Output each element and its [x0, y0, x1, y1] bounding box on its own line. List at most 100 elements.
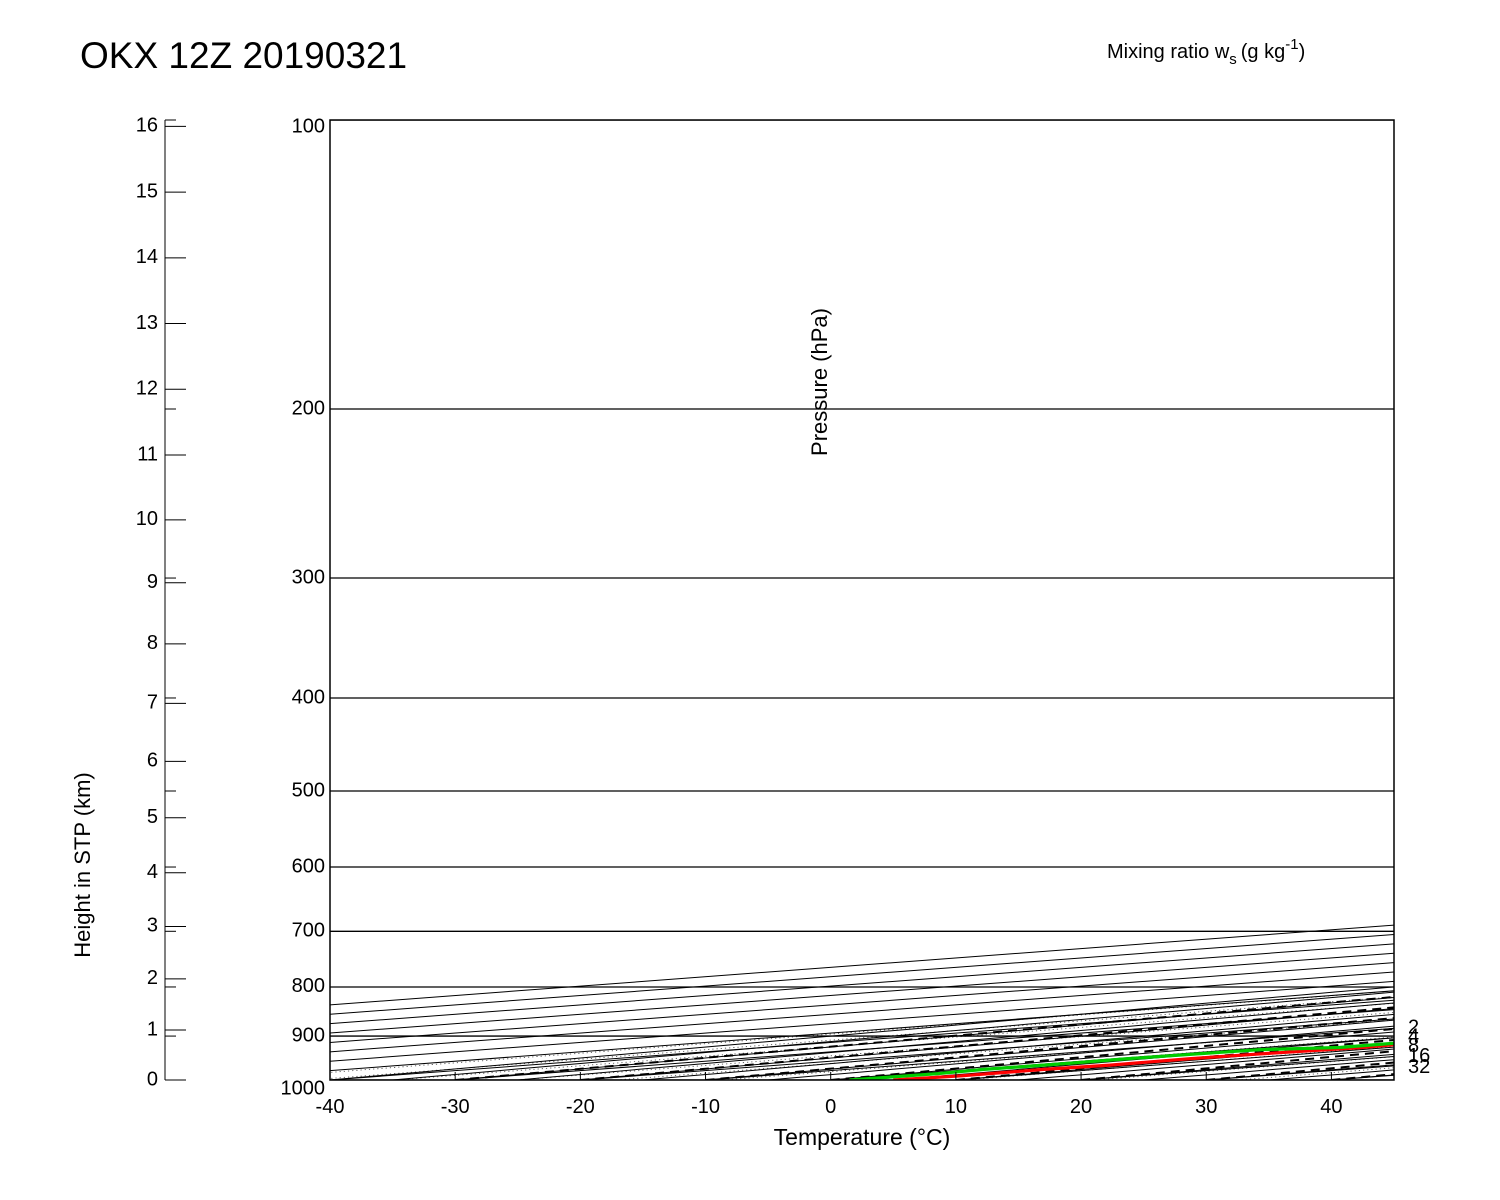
mixing-ratio-label: Mixing ratio ws (g kg-1): [1107, 36, 1305, 68]
temperature-profile: [893, 1043, 1394, 1080]
mixing-ratio-line: [516, 1012, 1394, 1080]
moist-adiabat: [768, 1025, 1394, 1080]
x-axis-label: Temperature (°C): [774, 1124, 951, 1150]
x-tick-label: 40: [1320, 1096, 1342, 1118]
x-tick-label: -40: [316, 1096, 345, 1118]
height-tick-label: 7: [147, 692, 158, 714]
pressure-tick-label: 900: [292, 1024, 325, 1046]
pressure-tick-label: 300: [292, 566, 325, 588]
height-tick-label: 10: [136, 508, 158, 530]
height-tick-label: 3: [147, 915, 158, 937]
tick-labels: -40 -30 -20 -10 0 10 20 30 40 100 200 300 400 500 600 7…: [136, 115, 1431, 1118]
height-tick-label: 9: [147, 571, 158, 593]
isotherm: [330, 924, 1394, 1006]
mixing-ratio-right-label: 16: [1408, 1045, 1430, 1067]
mixing-ratio-line: [962, 1046, 1394, 1080]
plot-area: [330, 120, 1500, 1080]
mixing-ratio-line: [330, 996, 1394, 1079]
pressure-tick-label: 800: [292, 975, 325, 997]
dewpoint-profile: [849, 1041, 1394, 1080]
x-tick-label: -20: [566, 1096, 595, 1118]
mixing-ratio-line: [838, 1036, 1394, 1080]
dry-adiabat: [705, 1017, 1394, 1080]
mixing-ratio-right-label: 2: [1408, 1016, 1419, 1038]
moist-adiabat: [955, 1043, 1394, 1080]
pressure-tick-label: 500: [292, 779, 325, 801]
height-tick-label: 13: [136, 312, 158, 334]
height-tick-label: 11: [137, 443, 158, 465]
mixing-ratio-line: [395, 1002, 1394, 1080]
height-tick-label: 14: [136, 246, 158, 268]
height-tick-label: 6: [147, 750, 158, 772]
pressure-tick-label: 700: [292, 920, 325, 942]
mixing-ratio-line: [1095, 1056, 1394, 1080]
mixing-ratio-right-label: 8: [1408, 1035, 1419, 1057]
height-tick-label: 5: [147, 806, 158, 828]
moist-adiabat: [517, 1002, 1394, 1080]
isotherm: [330, 933, 1394, 1015]
isotherm: [1331, 1074, 1394, 1080]
pressure-tick-label: 100: [292, 115, 325, 137]
isotherm: [330, 952, 1394, 1034]
isotherm: [580, 1018, 1394, 1080]
mixing-ratio-line: [723, 1027, 1394, 1080]
isotherm: [705, 1027, 1394, 1080]
dry-adiabat: [1081, 1050, 1394, 1080]
height-axis-label: Height in STP (km): [70, 772, 95, 957]
isotherm: [330, 990, 1394, 1072]
height-tick-label: 2: [147, 967, 158, 989]
pressure-axis-label: Pressure (hPa): [807, 308, 832, 456]
dry-adiabat: [955, 1038, 1394, 1080]
background-lines: [330, 120, 1500, 1080]
isotherm: [330, 962, 1394, 1043]
x-tick-label: 30: [1195, 1096, 1217, 1118]
height-tick-label: 12: [136, 378, 158, 400]
mixing-ratio-line: [330, 990, 1394, 1073]
moist-adiabat: [642, 1013, 1394, 1080]
isotherm: [830, 1037, 1394, 1080]
pressure-tick-label: 600: [292, 855, 325, 877]
moist-adiabat: [580, 1008, 1394, 1080]
dry-adiabat: [1457, 120, 1500, 1080]
moist-adiabat: [455, 997, 1394, 1080]
isotherm: [455, 1009, 1394, 1080]
dry-adiabat: [1331, 1073, 1394, 1080]
x-tick-label: 10: [945, 1096, 967, 1118]
isotherm: [330, 999, 1394, 1080]
moist-adiabat: [830, 1031, 1394, 1080]
height-tick-label: 1: [147, 1018, 158, 1040]
isotherm: [330, 943, 1394, 1025]
isotherm: [1457, 120, 1500, 1080]
height-tick-label: 16: [136, 115, 158, 137]
moist-adiabat: [893, 1037, 1394, 1080]
pressure-tick-label: 200: [292, 397, 325, 419]
x-tick-label: 0: [825, 1096, 836, 1118]
moist-adiabat: [1018, 1048, 1394, 1080]
sounding-profiles: [849, 1041, 1394, 1080]
dry-adiabat: [580, 1006, 1394, 1080]
pressure-tick-label: 400: [292, 686, 325, 708]
x-tick-label: 20: [1070, 1096, 1092, 1118]
moist-adiabat: [1081, 1053, 1394, 1080]
dry-adiabat: [830, 1027, 1394, 1080]
chart-title: OKX 12Z 20190321: [80, 35, 407, 76]
x-tick-label: -30: [441, 1096, 470, 1118]
height-tick-label: 15: [136, 180, 158, 202]
plot-frame: [329, 119, 1395, 1081]
isotherm: [955, 1046, 1394, 1080]
dry-adiabat: [455, 995, 1394, 1080]
mixing-ratio-right-label: 4: [1408, 1025, 1419, 1047]
moist-adiabat: [1143, 1059, 1394, 1080]
moist-adiabat: [392, 991, 1394, 1080]
height-tick-label: 4: [147, 861, 158, 883]
height-axis: [164, 119, 186, 1081]
x-tick-label: -10: [691, 1096, 720, 1118]
moist-adiabat: [1331, 1074, 1394, 1080]
pressure-tick-label: 1000: [281, 1077, 326, 1099]
isotherm: [1081, 1056, 1394, 1080]
moist-adiabat: [330, 986, 1394, 1080]
isotherm: [330, 971, 1394, 1053]
mixing-ratio-right-label: 32: [1408, 1056, 1430, 1078]
height-tick-label: 8: [147, 632, 158, 654]
